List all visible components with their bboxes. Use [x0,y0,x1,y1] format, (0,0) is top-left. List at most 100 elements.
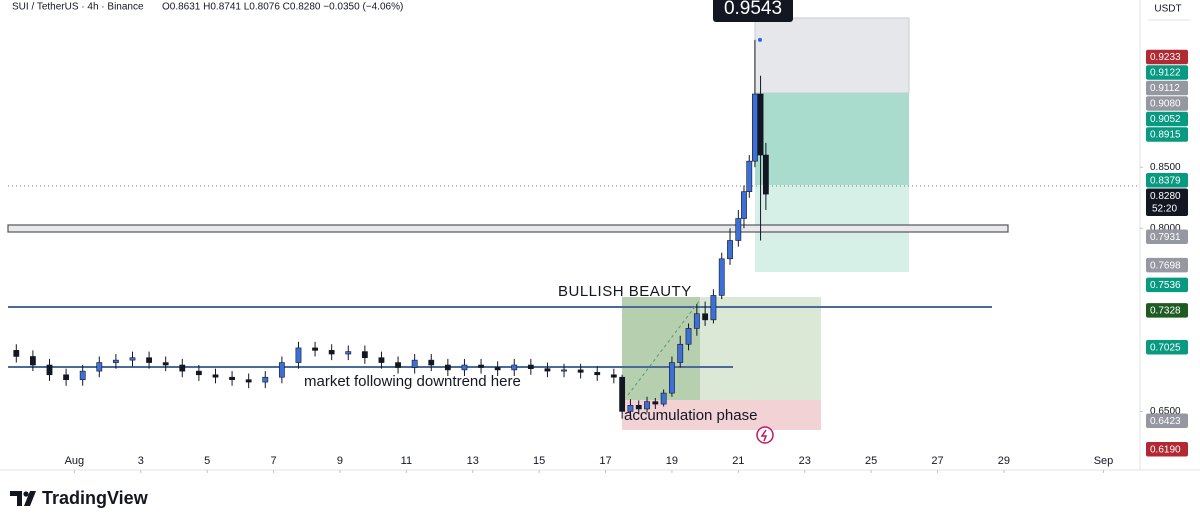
candle-body [229,376,235,380]
x-tick-label: 3 [138,455,144,467]
candle-body [635,404,642,410]
candle-body [718,258,725,296]
candle-body [619,376,626,412]
price-label: 0.9112 [1150,83,1180,94]
annotation: BULLISH BEAUTY [558,283,692,300]
event-icon[interactable] [756,426,774,444]
candle-body [29,356,36,366]
candle-body [660,392,667,405]
x-tick-label: 13 [467,455,479,467]
currency: USDT [1154,4,1181,15]
candle-body [262,376,269,383]
price-label: 0.8915 [1150,130,1181,141]
candle-body [757,93,764,156]
x-tick-label: 29 [998,455,1010,467]
candle-body [577,369,584,373]
countdown: 52:20 [1152,204,1177,215]
drawings [7,17,1140,444]
candle-body [762,154,769,195]
symbol: SUI / TetherUS · 4h · Binance [12,2,144,13]
accumulation-box [622,297,700,400]
price-label: 0.9052 [1150,114,1181,125]
annotation: accumulation phase [624,407,757,424]
candle-body [245,379,252,383]
candle-body [179,364,186,372]
event-icon-bolt [760,429,768,442]
x-tick-label: Sep [1094,455,1114,467]
price-label-box [1146,277,1188,293]
price-label-box [1146,303,1188,318]
candle-body [710,295,717,321]
candle-body [511,364,518,371]
candle-body [627,404,634,412]
y-tick-label: 0.8500 [1150,162,1181,173]
candle-body [610,374,617,378]
logo-glyph [23,491,29,497]
candle-body [411,359,418,368]
candle-body [527,364,534,369]
candle-body [46,364,53,376]
accumulation-box-light [700,297,821,400]
ohlc: O0.8631 H0.8741 L0.8076 C0.8280 −0.0350 … [162,2,403,13]
callout-label: 0.9543 [724,0,782,19]
candle-body [395,362,401,368]
candle-body [378,357,385,363]
x-tick-label: 25 [865,455,877,467]
candle-body [685,328,692,345]
candle-body [345,351,352,355]
price-label: 0.7328 [1150,305,1181,316]
candle-body [677,343,684,363]
price-label-box [1146,441,1188,457]
brand-logo: TradingView [10,488,149,508]
candle-body [669,362,675,394]
price-label-box [1146,257,1188,273]
risk-box [754,17,910,94]
price-label: 0.8379 [1150,175,1181,186]
candle-body [702,313,709,321]
candle-body [752,93,758,162]
high-marker [758,37,762,42]
candle-body [96,362,103,372]
price-label: 0.9233 [1150,52,1181,63]
candle-body [13,350,20,357]
price-label-box [1146,96,1188,111]
candle-body [644,401,650,410]
price-label-box [1146,65,1188,80]
price-label-box [1146,340,1188,355]
x-tick-label: 17 [599,455,611,467]
candle-body [428,359,435,366]
y-tick-label: 0.8000 [1150,223,1181,234]
callout-box [713,0,793,22]
price-label: 0.6190 [1150,444,1181,455]
candle-body [741,191,747,219]
price-label: 0.6423 [1150,416,1181,427]
logo-glyph [10,491,22,506]
candle-body [295,347,302,363]
candle-body [212,374,219,378]
candle-body [478,364,484,368]
x-tick-label: 9 [337,455,343,467]
price-label-box [1146,173,1188,188]
price-label-box [1146,111,1188,127]
candle-body [494,367,501,371]
x-tick-label: 23 [799,455,811,467]
candles [13,39,769,419]
price-label-box [1146,413,1188,429]
candle-body [746,160,753,192]
x-tick-label: 5 [204,455,210,467]
y-tick-label: 0.6500 [1150,406,1181,417]
candle-body [561,369,567,372]
candle-body [162,362,169,366]
candle-body [63,374,69,380]
candle-body [195,370,202,376]
annotation: market following downtrend here [304,373,521,390]
logo-glyph [24,491,36,506]
candle-body [278,362,285,378]
profit-box [755,93,909,185]
x-tick-label: 7 [271,455,277,467]
candle-body [461,364,468,371]
candle-body [129,357,136,361]
price-label-box [1146,229,1188,244]
